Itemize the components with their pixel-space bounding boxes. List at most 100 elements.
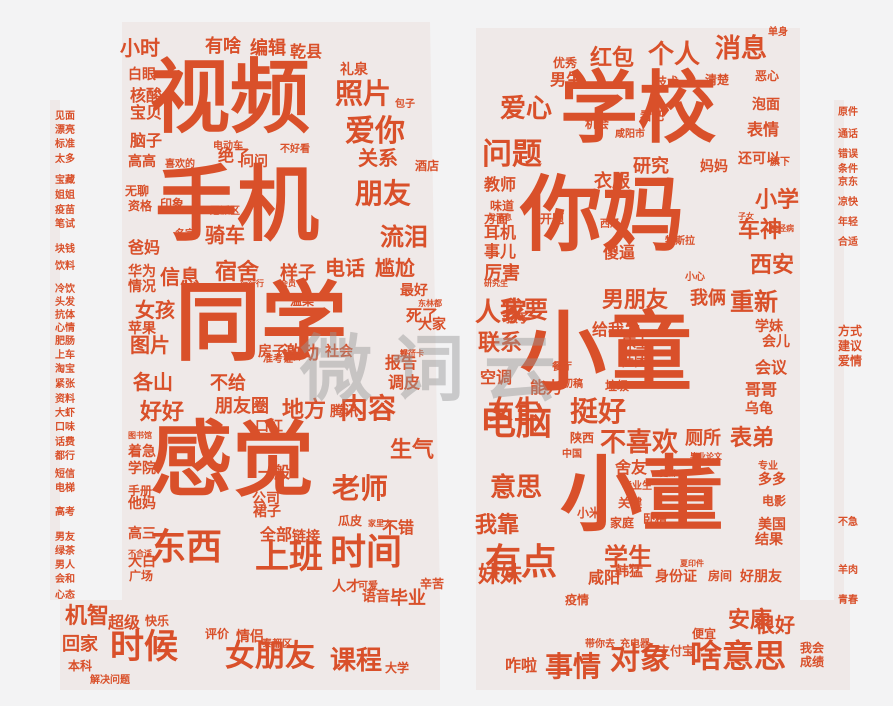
word-9: 时间 bbox=[330, 532, 403, 573]
word-170: 京东 bbox=[838, 177, 858, 188]
word-102: 辛苦 bbox=[420, 577, 445, 591]
word-118: 超级 bbox=[108, 613, 141, 632]
word-212: 多多 bbox=[758, 472, 786, 488]
word-249: 子女 bbox=[738, 212, 754, 221]
word-31: 挺好 bbox=[570, 395, 627, 428]
word-229: 孩子 bbox=[506, 311, 531, 325]
word-48: 安康 bbox=[728, 608, 773, 633]
word-242: 会员 bbox=[280, 279, 296, 288]
word-116: 大白 bbox=[128, 554, 156, 570]
word-17: 对象 bbox=[610, 642, 670, 677]
word-0: 视频 bbox=[150, 51, 310, 144]
word-220: 中国 bbox=[562, 449, 582, 460]
word-19: 照片 bbox=[335, 77, 392, 110]
word-206: 会和 bbox=[55, 574, 75, 585]
word-178: 漂亮 bbox=[55, 125, 75, 136]
word-24: 爱心 bbox=[500, 94, 553, 124]
word-221: 餐厅 bbox=[552, 362, 572, 373]
word-235: 开题 bbox=[540, 212, 565, 226]
word-78: 教师 bbox=[484, 175, 517, 194]
word-44: 联系 bbox=[478, 331, 523, 356]
word-84: 旗下 bbox=[770, 157, 790, 168]
word-100: 毕业 bbox=[390, 588, 426, 609]
word-254: 毕业论文 bbox=[690, 452, 722, 461]
word-180: 太多 bbox=[55, 154, 75, 165]
word-113: 着急 bbox=[128, 444, 156, 460]
word-91: 傻逼 bbox=[603, 243, 636, 262]
word-157: 社会 bbox=[325, 344, 353, 360]
word-52: 女孩 bbox=[135, 298, 175, 322]
word-227: 能力 bbox=[530, 378, 563, 397]
word-255: 更新 bbox=[660, 469, 676, 478]
word-92: 小心 bbox=[685, 272, 705, 283]
word-49: 很好 bbox=[755, 613, 795, 637]
word-45: 男朋友 bbox=[602, 288, 669, 313]
word-191: 肥肠 bbox=[55, 336, 75, 347]
word-72: 清楚 bbox=[705, 73, 730, 87]
word-159: 调皮 bbox=[388, 373, 421, 392]
word-195: 资料 bbox=[55, 394, 75, 405]
word-99: 舍友 bbox=[615, 458, 648, 477]
word-186: 饮料 bbox=[55, 261, 75, 272]
word-82: 妈妈 bbox=[700, 159, 728, 175]
word-210: 美国 bbox=[758, 517, 786, 533]
word-226: 空调 bbox=[480, 368, 513, 387]
word-60: 骑车 bbox=[205, 223, 245, 247]
word-85: 优秀 bbox=[553, 56, 578, 70]
word-107: 瓜皮 bbox=[338, 514, 363, 528]
word-233: 温柔 bbox=[290, 294, 315, 308]
word-141: 核酸 bbox=[130, 86, 163, 105]
word-76: 研究 bbox=[633, 156, 669, 177]
word-98: 厕所 bbox=[685, 428, 721, 449]
word-86: 看吧 bbox=[640, 109, 665, 123]
word-43: 人家 bbox=[475, 298, 528, 328]
word-73: 恶心 bbox=[755, 69, 780, 83]
word-65: 小时 bbox=[120, 36, 160, 60]
word-15: 电脑 bbox=[480, 402, 553, 443]
word-39: 学生 bbox=[604, 543, 652, 571]
word-248: 家里人 bbox=[368, 519, 392, 528]
word-228: 给我发 bbox=[592, 320, 641, 339]
word-236: 味道 bbox=[490, 199, 515, 213]
word-172: 年轻 bbox=[838, 217, 858, 228]
word-83: 还可以 bbox=[738, 151, 780, 167]
word-241: 行行行 bbox=[240, 279, 264, 288]
word-61: 电话 bbox=[325, 256, 365, 280]
word-47: 我要 bbox=[500, 296, 548, 324]
word-97: 乌龟 bbox=[745, 401, 773, 417]
word-144: 问问 bbox=[240, 154, 268, 170]
word-190: 心情 bbox=[55, 323, 75, 334]
word-208: 单身 bbox=[768, 27, 788, 38]
word-112: 他妈 bbox=[128, 496, 156, 512]
word-200: 短信 bbox=[55, 469, 75, 480]
word-196: 大虾 bbox=[55, 408, 75, 419]
word-106: 全部 bbox=[260, 525, 293, 544]
word-154: 苹果 bbox=[128, 321, 156, 337]
word-145: 绝了 bbox=[218, 146, 251, 165]
word-126: 咋啦 bbox=[505, 656, 538, 675]
word-142: 白眼 bbox=[128, 67, 156, 83]
word-20: 爱你 bbox=[345, 114, 405, 149]
word-35: 重新 bbox=[730, 288, 778, 316]
word-30: 生气 bbox=[390, 438, 435, 463]
word-75: 表情 bbox=[747, 120, 780, 139]
word-164: 建议 bbox=[838, 339, 863, 353]
word-125: 解决问题 bbox=[90, 675, 130, 686]
word-23: 问题 bbox=[482, 137, 542, 172]
word-148: 资格 bbox=[128, 199, 153, 213]
word-168: 错误 bbox=[838, 149, 858, 160]
word-22: 流泪 bbox=[380, 223, 428, 251]
word-179: 标准 bbox=[55, 139, 75, 150]
word-66: 有啥 bbox=[205, 36, 241, 57]
word-70: 男生 bbox=[550, 70, 583, 89]
word-256: 夏印件 bbox=[680, 559, 704, 568]
word-177: 见面 bbox=[55, 111, 75, 122]
word-151: 爸妈 bbox=[128, 238, 161, 257]
word-223: 垃圾 bbox=[605, 379, 630, 393]
word-152: 华为 bbox=[128, 264, 156, 280]
word-201: 电梯 bbox=[55, 483, 75, 494]
word-51: 回家 bbox=[62, 634, 98, 655]
word-90: 特斯拉 bbox=[665, 236, 695, 247]
